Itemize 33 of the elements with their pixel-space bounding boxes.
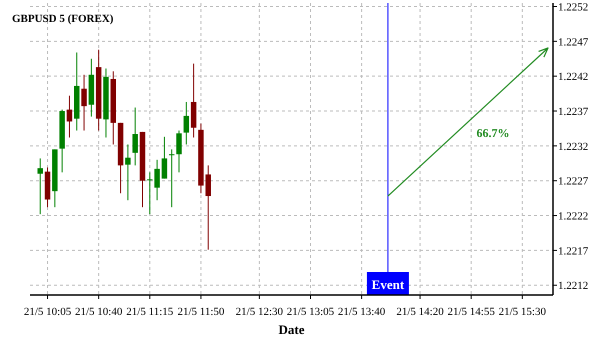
x-tick-label: 21/5 10:40 <box>74 306 123 318</box>
x-axis-title: Date <box>278 322 305 337</box>
candlestick <box>125 144 131 201</box>
ref-line-label: Event <box>372 277 405 292</box>
candlestick <box>184 101 190 145</box>
candlestick <box>37 158 43 215</box>
candlestick <box>205 164 211 250</box>
annotation: 66.7% <box>476 126 510 140</box>
y-tick-label: 1.2227 <box>558 176 589 188</box>
candlestick <box>168 148 174 208</box>
x-tick-label: 21/5 11:15 <box>126 306 174 318</box>
y-tick-label: 1.2217 <box>558 245 589 258</box>
x-tick-label: 21/5 13:05 <box>286 306 335 318</box>
text: GBPUSD 5 (FOREX) <box>12 13 114 25</box>
x-tick-label: 21/5 14:55 <box>448 306 496 318</box>
candlestick <box>147 172 153 215</box>
candlestick <box>66 95 72 138</box>
x-tick-label: 21/5 13:40 <box>338 306 386 318</box>
x-tick-label: 21/5 14:20 <box>396 306 444 318</box>
y-tick-label: 1.2232 <box>558 140 588 153</box>
x-tick-label: 21/5 10:05 <box>24 306 72 318</box>
candlestick <box>132 107 138 166</box>
y-tick-label: 1.2252 <box>558 1 588 14</box>
x-tick-label: 21/5 12:30 <box>236 306 284 318</box>
y-tick-label: 1.2212 <box>558 280 588 292</box>
y-tick-label: 1.2247 <box>558 36 589 48</box>
y-tick-label: 1.2222 <box>558 210 588 223</box>
x-tick-label: 21/5 11:50 <box>177 306 225 318</box>
candlestick <box>176 130 182 173</box>
y-tick-label: 1.2242 <box>558 71 588 84</box>
x-tick-label: 21/5 15:30 <box>498 306 546 318</box>
y-tick-label: 1.2237 <box>558 106 589 118</box>
candlestick <box>81 74 87 132</box>
